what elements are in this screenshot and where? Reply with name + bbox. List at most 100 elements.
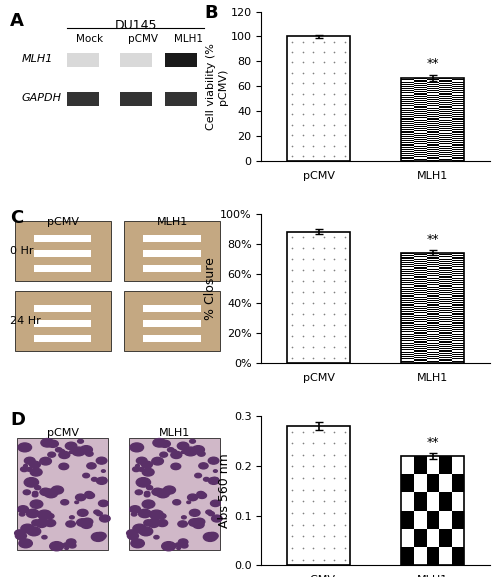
Bar bbox=[402, 78, 464, 161]
Circle shape bbox=[175, 543, 182, 547]
Text: DU145: DU145 bbox=[114, 19, 157, 32]
Circle shape bbox=[164, 486, 175, 494]
Circle shape bbox=[40, 458, 52, 465]
Circle shape bbox=[42, 535, 47, 539]
Bar bbox=[67, 54, 99, 67]
Circle shape bbox=[52, 486, 64, 494]
Circle shape bbox=[168, 448, 174, 452]
Circle shape bbox=[45, 519, 56, 527]
Circle shape bbox=[132, 512, 137, 516]
Circle shape bbox=[21, 524, 34, 533]
Circle shape bbox=[146, 486, 152, 490]
Circle shape bbox=[160, 452, 168, 457]
Circle shape bbox=[30, 514, 35, 516]
Y-axis label: Cell viability (%
pCMV): Cell viability (% pCMV) bbox=[206, 43, 228, 130]
Bar bbox=[402, 511, 414, 529]
Circle shape bbox=[76, 519, 88, 526]
Circle shape bbox=[46, 514, 54, 519]
Circle shape bbox=[75, 501, 78, 504]
Circle shape bbox=[27, 527, 40, 536]
Circle shape bbox=[210, 500, 220, 507]
Circle shape bbox=[171, 463, 180, 470]
Circle shape bbox=[153, 439, 166, 447]
Bar bbox=[402, 456, 464, 565]
Circle shape bbox=[201, 493, 205, 496]
Bar bbox=[120, 54, 152, 67]
Bar bbox=[414, 492, 426, 511]
Circle shape bbox=[102, 470, 105, 473]
Circle shape bbox=[154, 535, 159, 539]
Text: B: B bbox=[204, 4, 218, 22]
Bar bbox=[34, 250, 92, 257]
Circle shape bbox=[173, 500, 180, 505]
Circle shape bbox=[198, 493, 206, 499]
Circle shape bbox=[36, 520, 47, 527]
Circle shape bbox=[187, 501, 190, 504]
Circle shape bbox=[152, 516, 159, 520]
Bar bbox=[166, 92, 198, 106]
Bar bbox=[14, 221, 110, 281]
Circle shape bbox=[190, 509, 200, 516]
Y-axis label: % Closure: % Closure bbox=[204, 257, 218, 320]
Circle shape bbox=[89, 493, 94, 496]
Circle shape bbox=[172, 449, 176, 452]
Circle shape bbox=[148, 520, 159, 527]
Text: C: C bbox=[10, 209, 23, 227]
Circle shape bbox=[157, 519, 168, 527]
Circle shape bbox=[16, 533, 26, 539]
Bar bbox=[439, 492, 452, 511]
Circle shape bbox=[81, 521, 92, 529]
Circle shape bbox=[160, 440, 170, 447]
Circle shape bbox=[48, 452, 56, 457]
Circle shape bbox=[44, 489, 58, 498]
Circle shape bbox=[138, 467, 144, 471]
Bar bbox=[34, 335, 92, 342]
Circle shape bbox=[66, 521, 76, 527]
Circle shape bbox=[70, 516, 74, 519]
Circle shape bbox=[92, 533, 105, 541]
Circle shape bbox=[100, 515, 110, 522]
Circle shape bbox=[38, 510, 52, 519]
Circle shape bbox=[188, 494, 198, 501]
Circle shape bbox=[198, 451, 205, 456]
Bar bbox=[144, 265, 201, 272]
Circle shape bbox=[24, 464, 28, 467]
Circle shape bbox=[86, 493, 94, 499]
Circle shape bbox=[94, 510, 100, 514]
Circle shape bbox=[193, 521, 204, 529]
Circle shape bbox=[92, 477, 97, 481]
Y-axis label: Abs 560 nm: Abs 560 nm bbox=[218, 453, 231, 528]
Circle shape bbox=[72, 447, 86, 456]
Text: A: A bbox=[10, 12, 24, 29]
Bar bbox=[144, 335, 201, 342]
Bar bbox=[34, 235, 92, 242]
Circle shape bbox=[152, 488, 163, 496]
Circle shape bbox=[208, 533, 218, 539]
Circle shape bbox=[30, 461, 40, 469]
Text: MLH1: MLH1 bbox=[159, 428, 190, 438]
Circle shape bbox=[150, 510, 164, 519]
Circle shape bbox=[26, 509, 39, 518]
Bar bbox=[166, 54, 198, 67]
Circle shape bbox=[78, 439, 84, 443]
Circle shape bbox=[204, 477, 209, 481]
Circle shape bbox=[32, 520, 41, 526]
Circle shape bbox=[18, 505, 28, 513]
Circle shape bbox=[171, 451, 182, 459]
Bar bbox=[144, 235, 201, 242]
Bar bbox=[414, 529, 426, 547]
Circle shape bbox=[182, 516, 186, 519]
Circle shape bbox=[138, 509, 151, 518]
Circle shape bbox=[20, 538, 26, 542]
Bar bbox=[402, 474, 414, 492]
Circle shape bbox=[19, 539, 32, 548]
Circle shape bbox=[142, 461, 152, 469]
Circle shape bbox=[136, 464, 140, 467]
Circle shape bbox=[133, 524, 146, 533]
Circle shape bbox=[195, 473, 202, 478]
Bar bbox=[14, 291, 110, 351]
Circle shape bbox=[70, 451, 73, 454]
Circle shape bbox=[184, 447, 198, 456]
Circle shape bbox=[86, 451, 93, 456]
Circle shape bbox=[78, 509, 88, 516]
